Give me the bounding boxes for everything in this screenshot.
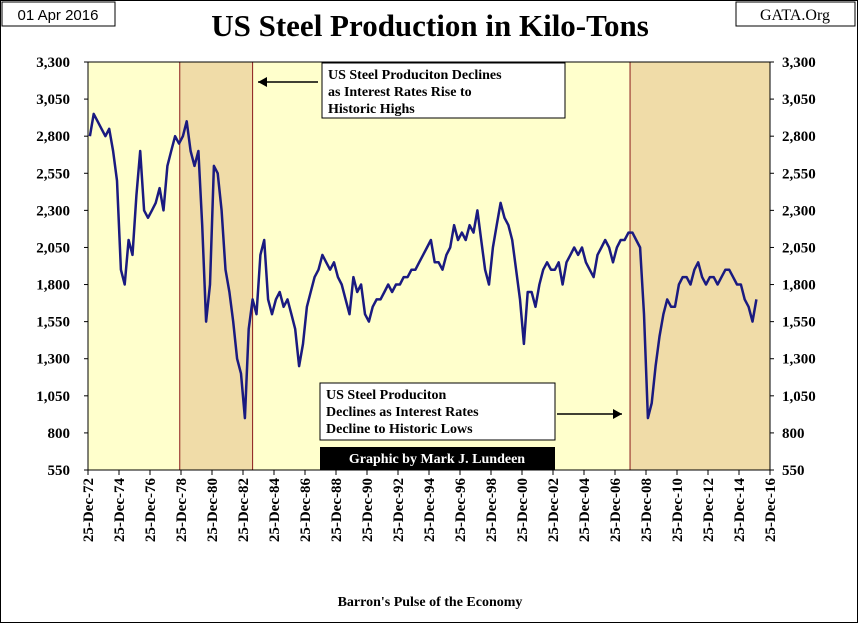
annotation-text: Historic Highs xyxy=(328,102,415,117)
x-tick-label: 25-Dec-86 xyxy=(298,478,314,543)
y-tick-label: 3,300 xyxy=(36,55,70,71)
x-tick-label: 25-Dec-02 xyxy=(546,478,562,542)
x-tick-label: 25-Dec-88 xyxy=(329,478,345,542)
annotation-text: US Steel Produciton xyxy=(326,388,447,403)
arrow-head xyxy=(613,409,622,419)
x-tick-label: 25-Dec-96 xyxy=(453,478,469,543)
x-tick-label: 25-Dec-10 xyxy=(670,478,686,542)
y2-tick-label: 2,050 xyxy=(782,240,816,256)
x-tick-label: 25-Dec-16 xyxy=(763,478,779,543)
x-tick-label: 25-Dec-90 xyxy=(360,478,376,542)
y-tick-label: 1,550 xyxy=(36,315,70,331)
y-tick-label: 2,300 xyxy=(36,203,70,219)
y2-tick-label: 3,050 xyxy=(782,92,816,108)
x-tick-label: 25-Dec-94 xyxy=(422,478,438,543)
source-box xyxy=(735,1,856,27)
y-tick-label: 550 xyxy=(48,463,71,479)
y2-tick-label: 2,550 xyxy=(782,166,816,182)
annotation-text: Declines as Interest Rates xyxy=(326,405,479,420)
x-tick-label: 25-Dec-08 xyxy=(639,478,655,542)
date-label: 01 Apr 2016 xyxy=(18,7,99,24)
x-tick-label: 25-Dec-76 xyxy=(143,478,159,543)
y2-tick-label: 3,300 xyxy=(782,55,816,71)
x-tick-label: 25-Dec-04 xyxy=(577,478,593,543)
x-tick-label: 25-Dec-92 xyxy=(391,478,407,542)
y2-tick-label: 1,050 xyxy=(782,389,816,405)
x-tick-label: 25-Dec-80 xyxy=(205,478,221,542)
y-tick-label: 1,050 xyxy=(36,389,70,405)
annotation-text: as Interest Rates Rise to xyxy=(328,85,472,100)
y-tick-label: 1,300 xyxy=(36,352,70,368)
annotation-text: Decline to Historic Lows xyxy=(326,422,473,437)
x-tick-label: 25-Dec-84 xyxy=(267,478,283,543)
x-tick-label: 25-Dec-78 xyxy=(174,478,190,542)
x-tick-label: 25-Dec-12 xyxy=(701,478,717,542)
x-tick-label: 25-Dec-98 xyxy=(484,478,500,542)
x-tick-label: 25-Dec-74 xyxy=(112,478,128,543)
y-tick-label: 1,800 xyxy=(36,278,70,294)
annotation-text: US Steel Produciton Declines xyxy=(328,68,502,83)
x-tick-label: 25-Dec-06 xyxy=(608,478,624,543)
x-tick-label: 25-Dec-00 xyxy=(515,478,531,542)
y2-tick-label: 1,800 xyxy=(782,278,816,294)
chart-title: US Steel Production in Kilo-Tons xyxy=(211,8,649,43)
source-label: GATA.Org xyxy=(760,7,830,24)
credit-box xyxy=(320,447,555,470)
y-tick-label: 800 xyxy=(48,426,71,442)
x-tick-label: 25-Dec-82 xyxy=(236,478,252,542)
y2-tick-label: 2,300 xyxy=(782,203,816,219)
x-tick-label: 25-Dec-14 xyxy=(732,478,748,543)
y-tick-label: 3,050 xyxy=(36,92,70,108)
y2-tick-label: 1,300 xyxy=(782,352,816,368)
y2-tick-label: 550 xyxy=(782,463,805,479)
arrow-head xyxy=(258,77,267,87)
y-tick-label: 2,050 xyxy=(36,240,70,256)
data-line xyxy=(88,112,758,420)
y-tick-label: 2,800 xyxy=(36,129,70,145)
y2-tick-label: 2,800 xyxy=(782,129,816,145)
annotation-box xyxy=(319,382,556,441)
y2-tick-label: 1,550 xyxy=(782,315,816,331)
annotation-box xyxy=(321,62,566,119)
x-axis-label: Barron's Pulse of the Economy xyxy=(338,595,523,610)
y-tick-label: 2,550 xyxy=(36,166,70,182)
credit-text: Graphic by Mark J. Lundeen xyxy=(349,452,525,467)
date-box xyxy=(1,1,116,27)
shaded-region xyxy=(179,62,253,470)
y2-tick-label: 800 xyxy=(782,426,805,442)
x-tick-label: 25-Dec-72 xyxy=(81,478,97,542)
